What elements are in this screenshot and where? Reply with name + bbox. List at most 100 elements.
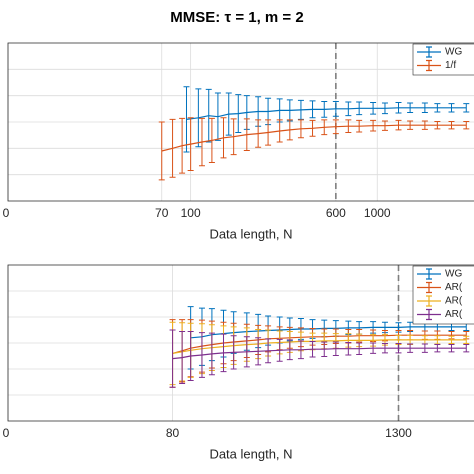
chart-title: MMSE: τ = 1, m = 2: [170, 9, 303, 26]
error-bar: [235, 94, 242, 134]
legend-swatch: [417, 268, 441, 280]
error-bar: [395, 102, 402, 114]
error-bar: [276, 338, 283, 362]
error-bar: [421, 343, 428, 353]
axis-frame: [7, 42, 474, 202]
error-bar: [448, 120, 455, 130]
x-tick-label: 0: [3, 206, 10, 220]
error-bar: [448, 103, 455, 113]
axis-frame: [7, 264, 474, 422]
error-bar: [179, 331, 186, 385]
x-tick-label: 70: [155, 206, 169, 220]
error-bar: [321, 341, 328, 358]
error-bar: [265, 119, 272, 146]
x-tick-label: 600: [326, 206, 346, 220]
error-bar: [370, 342, 377, 354]
error-bar: [395, 343, 402, 354]
error-bar: [183, 86, 190, 153]
error-bar: [225, 92, 232, 136]
error-bar: [407, 343, 414, 353]
error-bar: [356, 101, 363, 116]
error-bar: [434, 344, 441, 353]
error-bar: [297, 340, 304, 360]
error-bar: [463, 344, 470, 353]
legend-swatch: [417, 46, 441, 58]
legend-label: AR(: [445, 309, 463, 320]
error-bar: [220, 117, 227, 159]
error-bar: [208, 117, 215, 164]
error-bar: [463, 103, 470, 113]
x-tick-label: 80: [166, 426, 180, 440]
panel: 0 70 100 600 1000 Data length, N WG 1/f: [3, 42, 474, 241]
error-bar: [195, 88, 202, 148]
error-bar: [243, 118, 250, 151]
error-bar: [276, 119, 283, 143]
error-bar: [381, 102, 388, 115]
legend-label: 1/f: [445, 60, 456, 71]
error-bar: [356, 342, 363, 355]
error-bar: [345, 119, 352, 134]
error-bar: [332, 119, 339, 135]
error-bar: [286, 339, 293, 361]
error-bar: [297, 119, 304, 139]
legend-swatch: [417, 308, 441, 321]
error-bar: [370, 119, 377, 132]
error-bar: [309, 119, 316, 137]
legend-swatch: [417, 281, 441, 294]
error-bar: [297, 99, 304, 120]
error-bar: [169, 118, 176, 178]
error-bar: [381, 120, 388, 131]
legend-label: WG: [445, 269, 462, 280]
error-bar: [463, 120, 470, 130]
error-bar: [395, 119, 402, 131]
error-bar: [230, 118, 237, 156]
error-bar: [255, 119, 262, 148]
error-bar: [309, 100, 316, 119]
error-bar: [448, 335, 455, 345]
error-bar: [198, 117, 205, 167]
legend-label: AR(: [445, 296, 463, 307]
error-bar: [407, 120, 414, 130]
error-bar: [187, 117, 194, 171]
legend-swatch: [417, 59, 441, 72]
error-bar: [421, 102, 428, 114]
error-bar: [205, 88, 212, 143]
error-bar: [321, 119, 328, 136]
series-line: [172, 347, 467, 360]
error-bar: [169, 329, 176, 388]
error-bar: [356, 119, 363, 133]
error-bar: [286, 119, 293, 141]
series-line: [172, 339, 467, 354]
error-bar: [332, 341, 339, 356]
error-bar: [255, 337, 262, 366]
error-bar: [434, 335, 441, 345]
error-bar: [265, 338, 272, 364]
error-bar: [220, 333, 227, 373]
error-bar: [198, 332, 205, 378]
error-bar: [434, 103, 441, 113]
error-bar: [434, 120, 441, 130]
error-bar: [243, 336, 250, 368]
x-axis-label: Data length, N: [209, 226, 292, 241]
error-bar: [321, 100, 328, 118]
x-tick-label: 1300: [385, 426, 412, 440]
x-axis-label: Data length, N: [209, 446, 292, 461]
legend-label: WG: [445, 47, 462, 58]
legend-swatch: [417, 295, 441, 307]
error-bar: [381, 343, 388, 354]
error-bar: [421, 120, 428, 130]
error-bar: [187, 331, 194, 381]
error-bar: [448, 344, 455, 353]
panel: 0 80 1300 Data length, N WG AR(AR(AR(: [3, 264, 474, 461]
error-bar: [158, 121, 165, 181]
error-bar: [309, 340, 316, 358]
error-bar: [345, 101, 352, 117]
error-bar: [345, 341, 352, 356]
error-bar: [214, 92, 221, 141]
error-bar: [230, 335, 237, 370]
x-tick-label: 100: [181, 206, 201, 220]
error-bar: [370, 102, 377, 115]
error-bar: [407, 102, 414, 114]
error-bar: [179, 117, 186, 174]
